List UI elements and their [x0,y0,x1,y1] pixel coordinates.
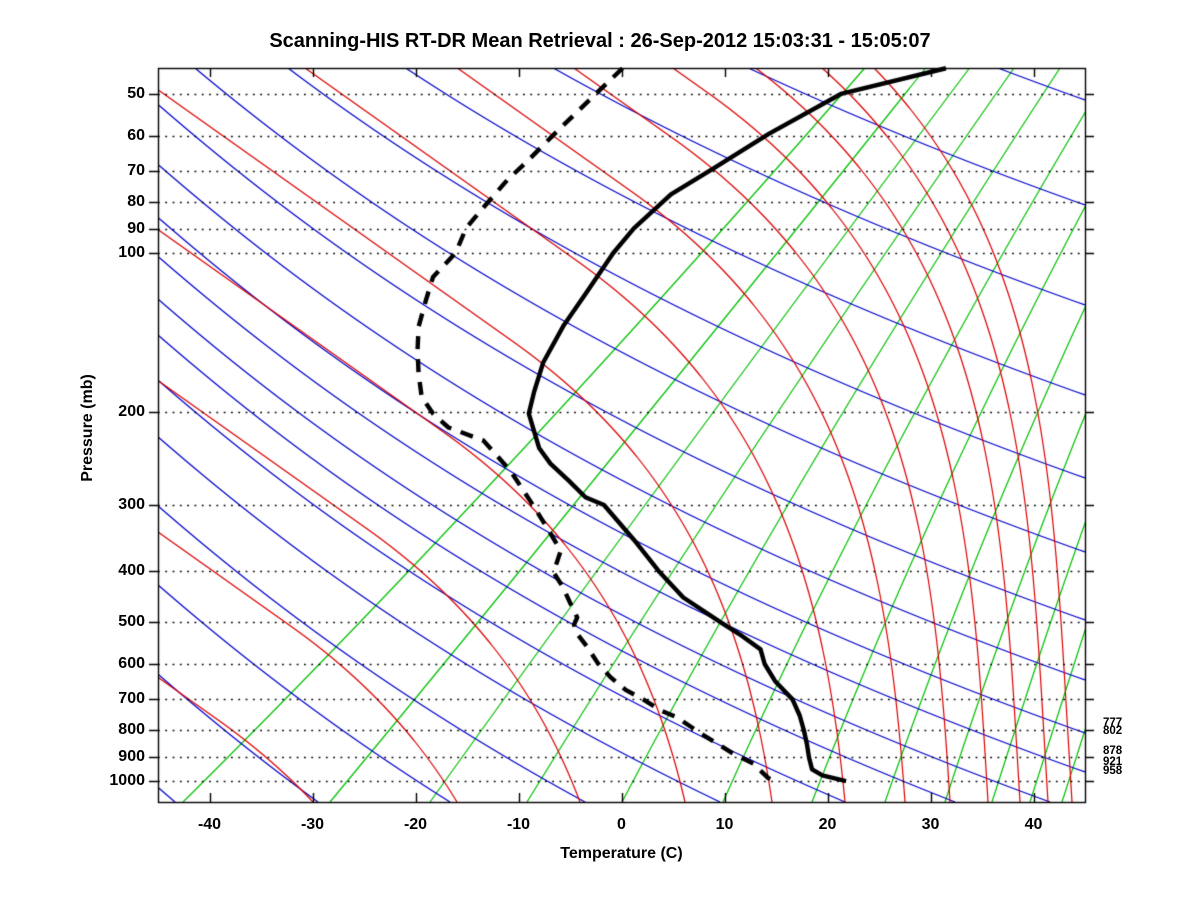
y-tick-label: 500 [118,613,145,631]
y-tick-label: 90 [127,219,145,237]
y-tick-label: 1000 [109,772,145,790]
x-tick-label: -40 [197,816,222,833]
y-axis-label: Pressure (mb) [79,374,96,482]
x-tick-label: 30 [921,816,940,833]
side-pressure-label: 921 [1103,756,1123,769]
y-tick-label: 70 [127,162,145,180]
y-tick-label: 800 [118,720,145,738]
x-tick-label: 40 [1024,816,1043,833]
side-pressure-label: 878 [1103,745,1123,758]
side-pressure-label: 958 [1103,765,1123,778]
y-tick-label: 50 [127,84,145,102]
y-tick-label: 700 [118,690,145,708]
x-tick-label: 10 [715,816,734,833]
y-tick-label: 900 [118,748,145,765]
x-tick-label: 0 [617,816,626,833]
side-pressure-label: 777 [1103,717,1123,730]
x-tick-label: -20 [403,816,428,833]
y-tick-label: 60 [127,126,145,144]
y-tick-label: 600 [118,654,145,672]
y-tick-label: 100 [118,243,145,261]
x-tick-label: -30 [300,816,325,833]
y-tick-label: 300 [118,495,145,513]
y-tick-label: 80 [127,192,145,210]
chart-title: Scanning-HIS RT-DR Mean Retrieval : 26-S… [269,30,931,52]
side-pressure-label: 802 [1103,724,1123,737]
x-tick-label: -10 [506,816,531,833]
y-tick-label: 200 [118,402,145,420]
x-tick-label: 20 [818,816,837,833]
y-tick-label: 400 [118,561,145,579]
x-axis-label: Temperature (C) [560,845,683,862]
